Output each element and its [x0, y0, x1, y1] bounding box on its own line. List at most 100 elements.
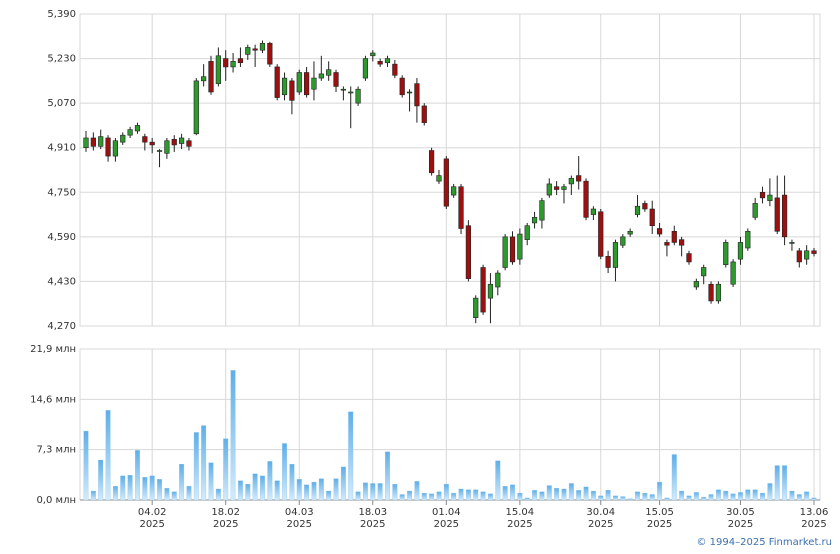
- candle-body: [701, 267, 707, 277]
- y-tick-label: 4,430: [47, 276, 76, 287]
- candle-body: [487, 283, 494, 299]
- candle-body: [112, 140, 119, 157]
- candle-body: [392, 63, 398, 76]
- candle-body: [796, 250, 802, 263]
- volume-bar: [524, 497, 530, 501]
- x-tick-label-line: 18.03: [358, 507, 387, 518]
- volume-bar: [201, 425, 207, 501]
- candle-body: [267, 42, 273, 65]
- candle-body: [590, 208, 596, 215]
- candle-body: [414, 83, 420, 107]
- volume-bar: [664, 497, 670, 501]
- volume-bar: [304, 484, 310, 501]
- x-tick-label-line: 2025: [647, 519, 672, 530]
- volume-bar: [760, 492, 765, 501]
- x-tick-label-line: 13.06: [800, 507, 829, 518]
- candle-body: [576, 175, 582, 182]
- candle-body: [215, 55, 221, 84]
- price-frame: [79, 13, 821, 327]
- volume-bar: [465, 489, 471, 501]
- volume-bar: [767, 483, 773, 501]
- volume-bar: [745, 489, 751, 501]
- candle-body: [223, 58, 229, 68]
- x-tick-label-line: 2025: [287, 519, 312, 530]
- volume-bar: [289, 463, 295, 501]
- volume-bar: [679, 490, 685, 501]
- y-tick-label: 21,9 млн: [30, 344, 76, 355]
- candle-body: [304, 72, 310, 96]
- candle-body: [259, 42, 266, 51]
- volume-bar: [274, 480, 280, 501]
- volume-bar: [348, 411, 354, 501]
- volume-bar: [708, 494, 714, 501]
- volume-bar: [318, 478, 324, 501]
- y-tick-label: 4,270: [47, 321, 76, 332]
- volume-bar: [487, 493, 493, 501]
- candle-body: [186, 140, 192, 147]
- candle-body: [723, 242, 729, 266]
- candle-body: [178, 137, 185, 144]
- y-tick-label: 4,910: [47, 143, 76, 154]
- candle-body: [524, 225, 530, 240]
- x-tick-label: 18.03 2025: [358, 507, 387, 530]
- volume-bar: [451, 492, 457, 501]
- volume-bar: [517, 492, 523, 501]
- candle-body: [737, 242, 744, 260]
- candle-body: [201, 76, 207, 82]
- volume-bar: [179, 463, 185, 501]
- volume-bar: [510, 484, 515, 501]
- volume-bar: [333, 478, 339, 501]
- x-tick-label: 30.05 2025: [726, 507, 755, 530]
- candle-body: [568, 178, 574, 185]
- candle-body: [473, 297, 479, 318]
- candle-body: [120, 134, 126, 143]
- candle-body: [274, 66, 280, 98]
- volume-bar: [546, 485, 552, 501]
- candle-body: [340, 88, 346, 91]
- x-tick-label-line: 04.02: [138, 507, 167, 518]
- candle-body: [98, 136, 104, 147]
- volume-bar: [296, 479, 302, 501]
- candle-body: [156, 150, 163, 152]
- volume-bar: [730, 493, 736, 501]
- candle-body: [583, 180, 589, 218]
- x-tick-label: 15.04 2025: [506, 507, 535, 530]
- volume-bar: [561, 488, 567, 501]
- x-tick-label-line: 15.04: [506, 507, 535, 518]
- volume-bar: [443, 483, 449, 501]
- volume-bar: [436, 491, 442, 501]
- volume-bar: [252, 473, 258, 501]
- x-tick-label: 13.06 2025: [800, 507, 829, 530]
- candle-body: [142, 136, 148, 143]
- candle-body: [355, 88, 361, 104]
- candle-body: [429, 150, 435, 174]
- x-tick-label-line: 2025: [434, 519, 459, 530]
- candle-body: [421, 105, 427, 123]
- volume-bar: [98, 459, 104, 501]
- candle-body: [252, 48, 258, 51]
- volume-bar: [429, 493, 435, 501]
- candle-body: [598, 211, 604, 257]
- candle-body: [83, 137, 89, 149]
- volume-bar: [473, 489, 479, 501]
- candle-body: [245, 47, 251, 55]
- volume-bar: [811, 497, 817, 501]
- volume-bar: [598, 495, 604, 501]
- candle-body: [208, 61, 214, 93]
- candle-body: [605, 256, 611, 268]
- volume-bar: [649, 494, 655, 501]
- volume-bar: [774, 465, 780, 501]
- candle-body: [480, 267, 486, 313]
- x-tick-label-line: 18.02: [211, 507, 240, 518]
- volume-bar: [576, 490, 582, 501]
- volume-bar: [223, 438, 229, 501]
- candle-body: [546, 183, 552, 196]
- volume-bar: [171, 491, 177, 501]
- candle-body: [612, 242, 619, 268]
- volume-bar: [789, 490, 795, 501]
- volume-bar: [480, 491, 486, 501]
- volume-bar: [414, 481, 420, 501]
- volume-bar: [377, 483, 383, 501]
- candle-body: [693, 281, 699, 288]
